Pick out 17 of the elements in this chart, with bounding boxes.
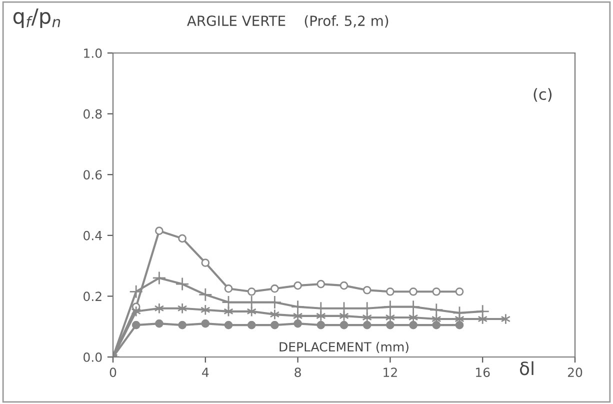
annotation: (c)	[534, 88, 552, 102]
x-tick-label: 0	[110, 368, 116, 378]
chart-title: ARGILE VERTE (Prof. 5,2 m)	[187, 15, 388, 28]
y-tick-label: 1.0	[84, 48, 102, 58]
text: δl	[520, 361, 534, 376]
y-tick-label: 0.4	[84, 230, 102, 240]
y-tick-label: 0.2	[84, 292, 102, 302]
x-tick-label: 4	[202, 368, 209, 377]
x-tick-label: 12	[384, 368, 397, 377]
y-tick-label: 0.0	[84, 352, 102, 362]
y-axis-title: q$_{f}$/p$_{n}$	[13, 8, 60, 28]
y-tick-label: 0.6	[84, 170, 102, 180]
x-tick-label: 16	[476, 368, 490, 378]
x-tick-label: 20	[568, 368, 582, 378]
x-axis-title: DEPLACEMENT (mm)	[280, 342, 408, 354]
x-tick-label: 8	[294, 368, 301, 378]
y-tick-label: 0.8	[84, 109, 102, 119]
